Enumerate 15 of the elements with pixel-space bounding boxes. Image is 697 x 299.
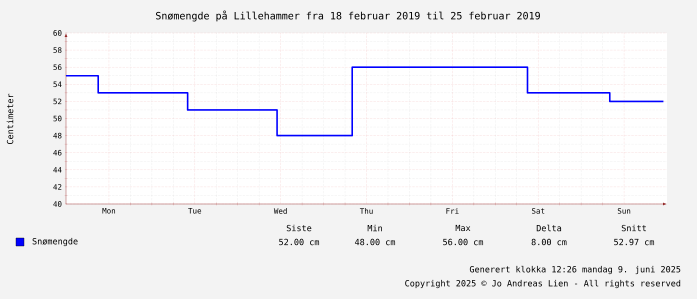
chart-title: Snømengde på Lillehammer fra 18 februar 2019 til 25 februar 2019 [156, 10, 540, 22]
legend-label: Snømengde [32, 238, 78, 246]
text: 48.00 cm [354, 238, 396, 246]
text: Delta [536, 224, 562, 232]
text: 52.97 cm [614, 238, 654, 246]
text: Max [456, 224, 470, 232]
text: Snitt [622, 224, 646, 232]
text: Copyright 2025 © Jo Andreas Lien - All rights reserved [405, 280, 680, 288]
text: Generert klokka 12:26 mandag 9. juni 2025 [470, 266, 680, 274]
text: Min [368, 224, 382, 232]
text: 52.00 cm [279, 238, 320, 246]
text: Siste [286, 224, 312, 232]
text: 8.00 cm [532, 238, 566, 246]
text: 56.00 cm [443, 238, 484, 246]
y-axis-title: Centimeter [6, 94, 14, 144]
